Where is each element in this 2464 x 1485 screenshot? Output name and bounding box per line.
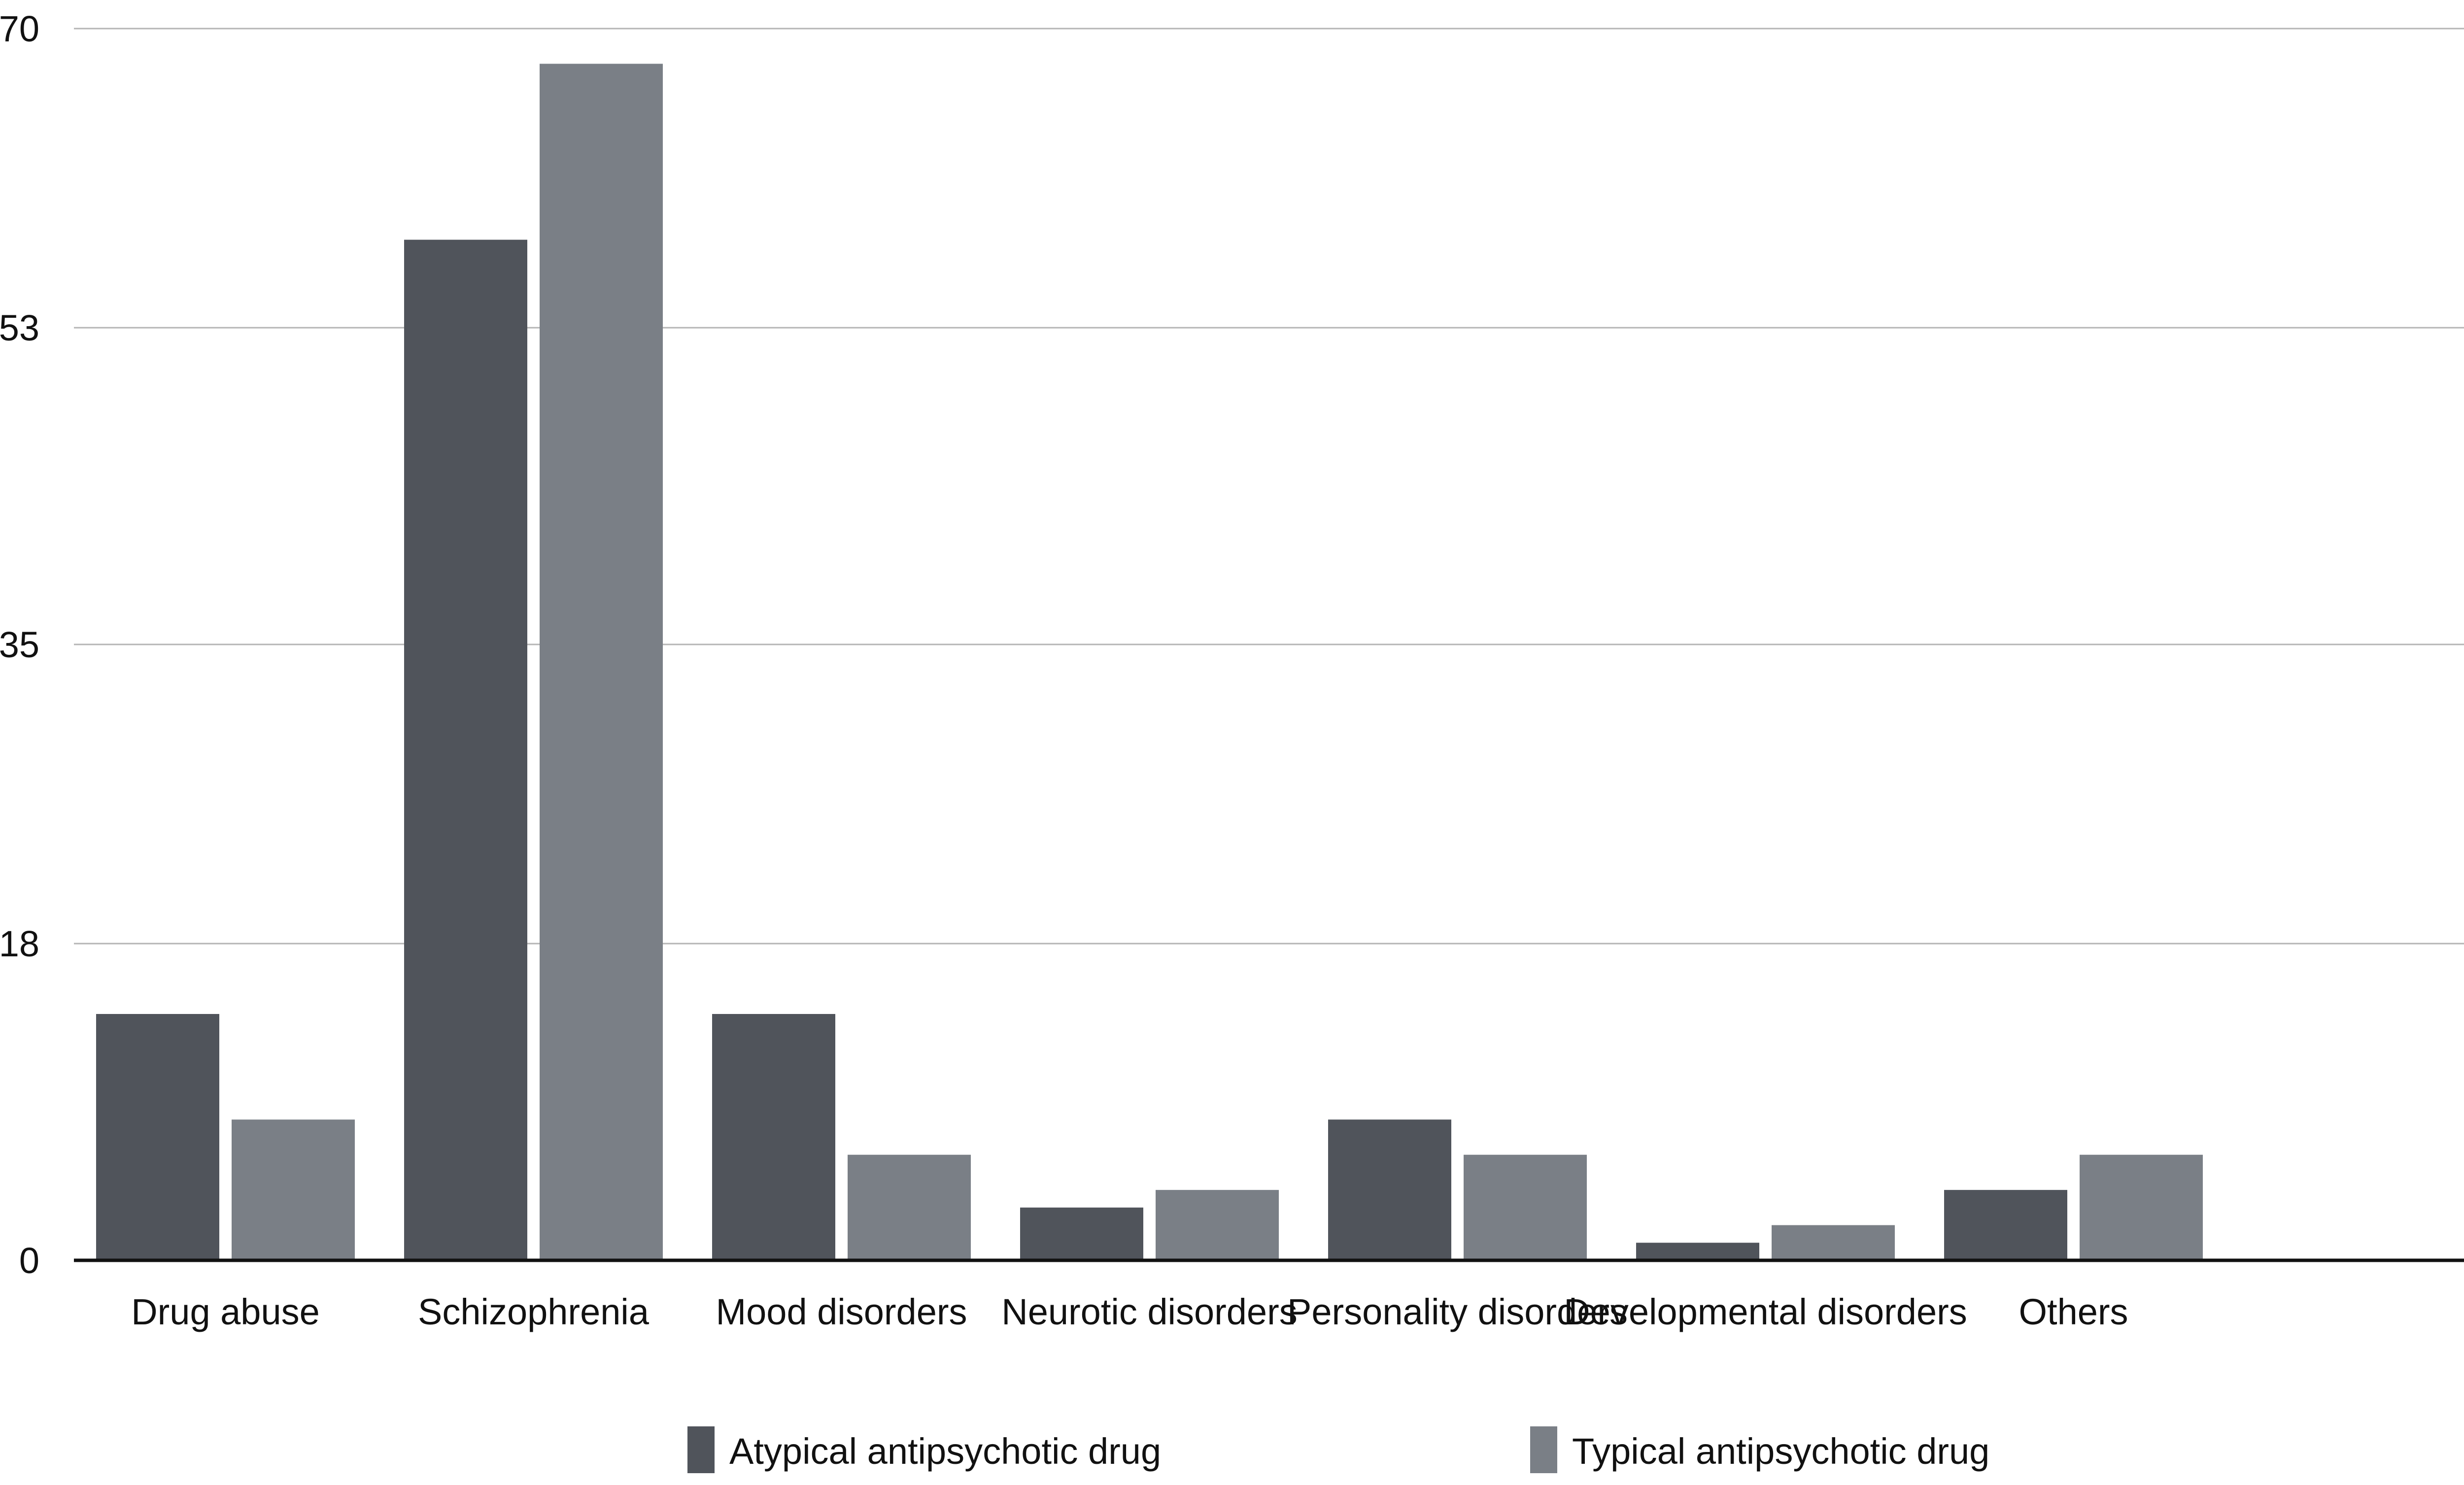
x-tick-label: Developmental disorders — [1564, 1291, 1967, 1332]
x-tick-label: Mood disorders — [716, 1291, 967, 1332]
legend-label-typical: Typical antipsychotic drug — [1572, 1431, 1989, 1472]
legend: Atypical antipsychotic drug Typical antip… — [687, 1426, 1989, 1473]
legend-swatch-typical — [1530, 1426, 1557, 1473]
bar-typical-neurotic-disorders — [1156, 1190, 1279, 1260]
y-tick-label: 35 — [0, 624, 39, 665]
bar-typical-developmental-disorders — [1772, 1225, 1895, 1260]
y-tick-label: 18 — [0, 923, 39, 964]
y-tick-label: 53 — [0, 307, 39, 348]
legend-swatch-atypical — [687, 1426, 715, 1473]
x-tick-label: Personality disorders — [1287, 1291, 1628, 1332]
bar-atypical-schizophrenia — [404, 239, 527, 1260]
y-axis-ticks: 0 18 35 53 70 — [0, 8, 39, 1281]
bar-typical-drug-abuse — [232, 1119, 355, 1260]
bar-typical-others — [2080, 1154, 2203, 1260]
y-tick-label: 0 — [19, 1240, 39, 1281]
x-tick-label: Others — [2019, 1291, 2128, 1332]
bar-typical-schizophrenia — [540, 64, 663, 1261]
x-tick-label: Schizophrenia — [418, 1291, 650, 1332]
bar-atypical-developmental-disorders — [1636, 1243, 1759, 1260]
y-tick-label: 70 — [0, 8, 39, 49]
x-axis-categories: Drug abuse Schizophrenia Mood disorders Neu… — [131, 1291, 2128, 1332]
bars — [96, 64, 2203, 1261]
bar-atypical-drug-abuse — [96, 1014, 219, 1260]
bar-atypical-mood-disorders — [712, 1014, 835, 1260]
x-tick-label: Drug abuse — [131, 1291, 320, 1332]
legend-label-atypical: Atypical antipsychotic drug — [729, 1431, 1161, 1472]
bar-atypical-others — [1944, 1190, 2067, 1260]
bar-atypical-personality-disorders — [1328, 1119, 1451, 1260]
x-tick-label: Neurotic disorders — [1001, 1291, 1297, 1332]
bar-atypical-neurotic-disorders — [1020, 1207, 1143, 1260]
bar-typical-personality-disorders — [1464, 1154, 1587, 1260]
bar-typical-mood-disorders — [848, 1154, 971, 1260]
